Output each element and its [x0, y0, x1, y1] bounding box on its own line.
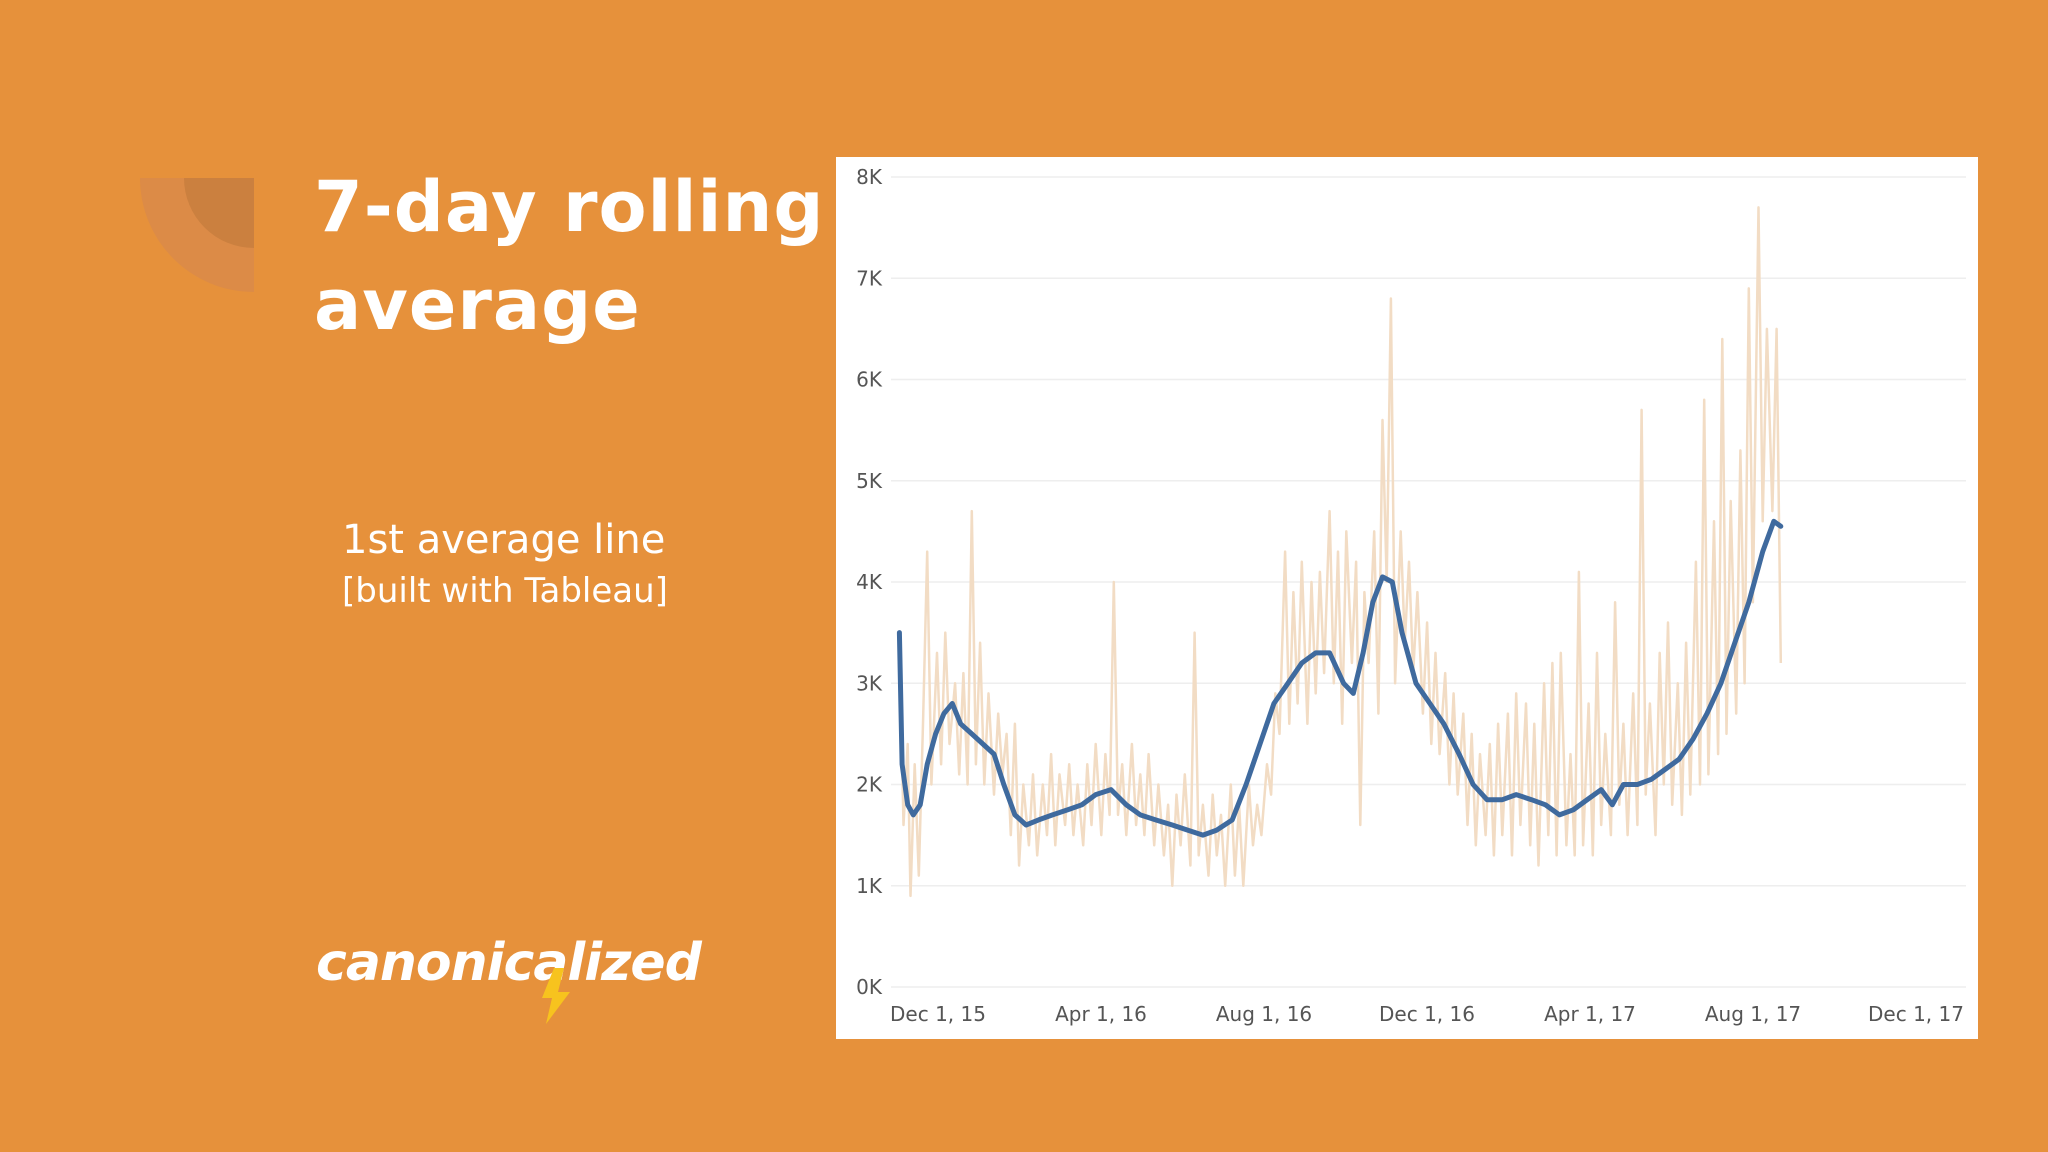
rolling-average-series-line — [896, 518, 1784, 838]
gridlines — [891, 176, 1966, 988]
x-tick-label: Dec 1, 15 — [890, 1002, 986, 1026]
x-tick-label: Apr 1, 16 — [1055, 1002, 1147, 1026]
x-tick-label: Aug 1, 17 — [1705, 1002, 1801, 1026]
chart-panel: 0K 1K 2K 3K 4K 5K 6K 7K 8K Dec 1, 15 Apr 1, 16 Aug… — [836, 157, 1978, 1039]
slide-title: 7-day rolling average — [314, 166, 825, 346]
x-tick-label: Dec 1, 16 — [1379, 1002, 1475, 1026]
subtitle-built-with: [built with Tableau] — [342, 571, 668, 611]
y-tick-label: 4K — [856, 570, 883, 594]
y-tick-label: 6K — [856, 368, 883, 392]
y-tick-label: 7K — [856, 266, 883, 290]
x-tick-label: Aug 1, 16 — [1216, 1002, 1312, 1026]
rolling-average-chart: 0K 1K 2K 3K 4K 5K 6K 7K 8K Dec 1, 15 Apr 1, 16 Aug… — [856, 165, 1966, 1026]
x-tick-label: Dec 1, 17 — [1868, 1002, 1964, 1026]
y-tick-label: 3K — [856, 671, 883, 695]
canonicalized-logo: canonicalized — [316, 928, 702, 1024]
x-axis-ticks: Dec 1, 15 Apr 1, 16 Aug 1, 16 Dec 1, 16 Apr … — [890, 1002, 1964, 1026]
y-tick-label: 5K — [856, 469, 883, 493]
logo-text: canonicalized — [316, 933, 702, 993]
subtitle-average-line: 1st average line — [342, 517, 666, 563]
decorative-quarter-circle-icon — [140, 178, 254, 292]
y-tick-label: 1K — [856, 874, 883, 898]
daily-series-line — [898, 206, 1783, 898]
x-tick-label: Apr 1, 17 — [1544, 1002, 1636, 1026]
y-tick-label: 8K — [856, 165, 883, 189]
lightning-bolt-icon — [542, 968, 570, 1024]
y-tick-label: 0K — [856, 975, 883, 999]
y-tick-label: 2K — [856, 773, 883, 797]
y-axis-ticks: 0K 1K 2K 3K 4K 5K 6K 7K 8K — [856, 165, 883, 999]
